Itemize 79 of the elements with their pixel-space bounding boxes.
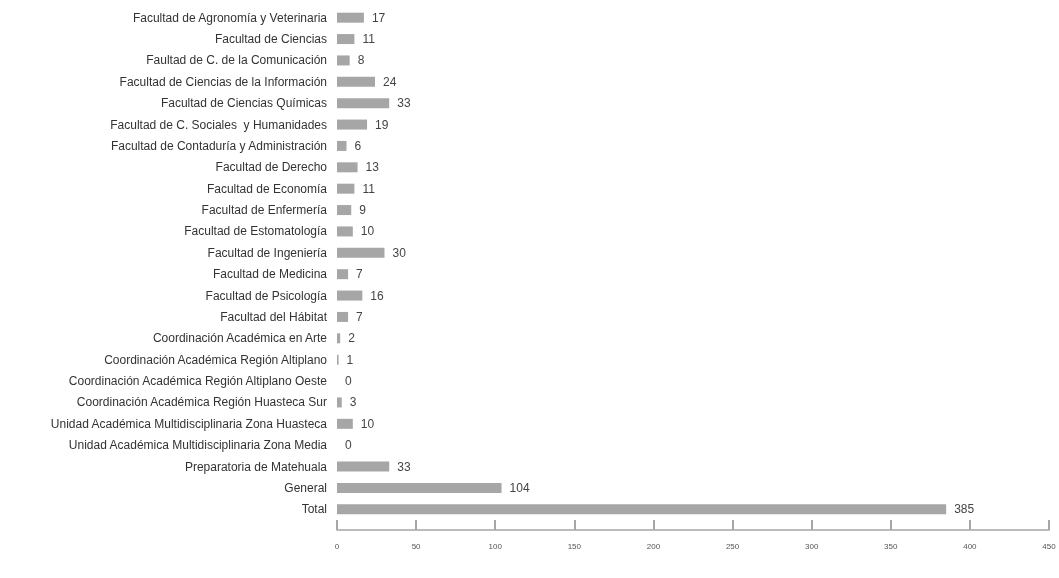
- y-tick-label: Facultad de Contaduría y Administración: [110, 138, 327, 153]
- data-label: 7: [356, 309, 364, 324]
- data-label: 3: [349, 395, 357, 410]
- bar: [337, 397, 342, 408]
- x-tick-label: 150: [567, 541, 582, 551]
- data-label: 0: [345, 374, 352, 389]
- y-tick-label: Facultad de Ciencias de la Información: [119, 74, 327, 89]
- bar: [337, 269, 349, 280]
- bar: [337, 504, 947, 515]
- bar: [337, 183, 355, 194]
- y-tick-label: General: [284, 480, 327, 495]
- data-label: 385: [954, 502, 975, 517]
- bar: [337, 333, 341, 344]
- y-tick-label: Facultad de Agronomía y Veterinaria: [132, 10, 328, 25]
- y-tick-label: Faultad de C. de la Comunicación: [146, 53, 327, 68]
- y-tick-label: Coordinación Académica Región Huasteca Sur: [76, 395, 327, 410]
- data-label: 33: [397, 459, 411, 474]
- data-label: 30: [392, 245, 407, 260]
- data-label: 2: [348, 331, 356, 346]
- data-label: 9: [359, 203, 367, 218]
- y-tick-label: Facultad de Enfermería: [201, 203, 328, 218]
- data-label: 0: [345, 438, 352, 453]
- data-label: 104: [509, 480, 530, 495]
- data-label: 6: [354, 138, 362, 153]
- y-tick-label: Facultad de Estomatología: [184, 224, 328, 239]
- bar: [337, 482, 502, 493]
- bar: [337, 140, 347, 151]
- y-tick-label: Preparatoria de Matehuala: [184, 459, 328, 474]
- data-label: 11: [362, 181, 376, 196]
- x-tick-label: 350: [884, 541, 898, 551]
- x-tick-label: 250: [725, 541, 740, 551]
- bar: [337, 55, 350, 66]
- bar: [337, 247, 385, 258]
- y-tick-label: Facultad de Ciencias Químicas: [160, 96, 327, 111]
- y-tick-label: Facultad de C. Sociales y Humanidades: [110, 117, 327, 132]
- y-tick-label: Unidad Académica Multidisciplinaria Zona Media: [68, 438, 328, 453]
- y-tick-label: Unidad Académica Multidisciplinaria Zona Huasteca: [50, 416, 328, 431]
- x-tick-label: 0: [334, 541, 340, 551]
- data-label: 10: [360, 416, 375, 431]
- bar: [337, 311, 349, 322]
- y-tick-label: Coordinación Académica Región Altiplano Oeste: [68, 374, 328, 389]
- bar: [337, 418, 353, 429]
- x-tick-label: 450: [1042, 541, 1057, 551]
- x-tick-label: 300: [804, 541, 819, 551]
- bar: [337, 34, 355, 45]
- data-label: 24: [382, 74, 397, 89]
- y-tick-label: Facultad de Economía: [206, 181, 328, 196]
- data-label: 17: [371, 10, 386, 25]
- y-tick-label: Total: [301, 502, 327, 517]
- data-label: 16: [370, 288, 384, 303]
- x-tick-label: 100: [488, 541, 503, 551]
- y-tick-label: Facultad de Psicología: [205, 288, 328, 303]
- bar: [337, 461, 390, 472]
- bar: [337, 290, 363, 301]
- data-label: 19: [375, 117, 389, 132]
- bar: [337, 12, 364, 23]
- bar: [337, 205, 352, 216]
- y-tick-label: Coordinación Académica en Arte: [152, 331, 328, 346]
- data-label: 13: [365, 160, 380, 175]
- x-tick-label: 400: [963, 541, 978, 551]
- y-tick-label: Facultad de Ingeniería: [207, 245, 328, 260]
- data-label: 11: [362, 32, 376, 47]
- x-tick-label: 50: [411, 541, 422, 551]
- data-label: 1: [346, 352, 354, 367]
- y-tick-label: Facultad de Ciencias: [214, 32, 327, 47]
- y-tick-label: Facultad de Derecho: [215, 160, 328, 175]
- bar: [337, 226, 353, 237]
- data-label: 8: [357, 53, 365, 68]
- y-tick-label: Coordinación Académica Región Altiplano: [104, 352, 328, 367]
- data-label: 7: [356, 267, 364, 282]
- bar: [337, 162, 358, 173]
- data-label: 10: [360, 224, 375, 239]
- x-tick-label: 200: [646, 541, 661, 551]
- y-tick-label: Facultad de Medicina: [212, 267, 328, 282]
- data-label: 33: [397, 96, 411, 111]
- bar: [337, 76, 375, 87]
- bar: [337, 98, 390, 109]
- bar: [337, 119, 368, 130]
- y-tick-label: Facultad del Hábitat: [220, 309, 328, 324]
